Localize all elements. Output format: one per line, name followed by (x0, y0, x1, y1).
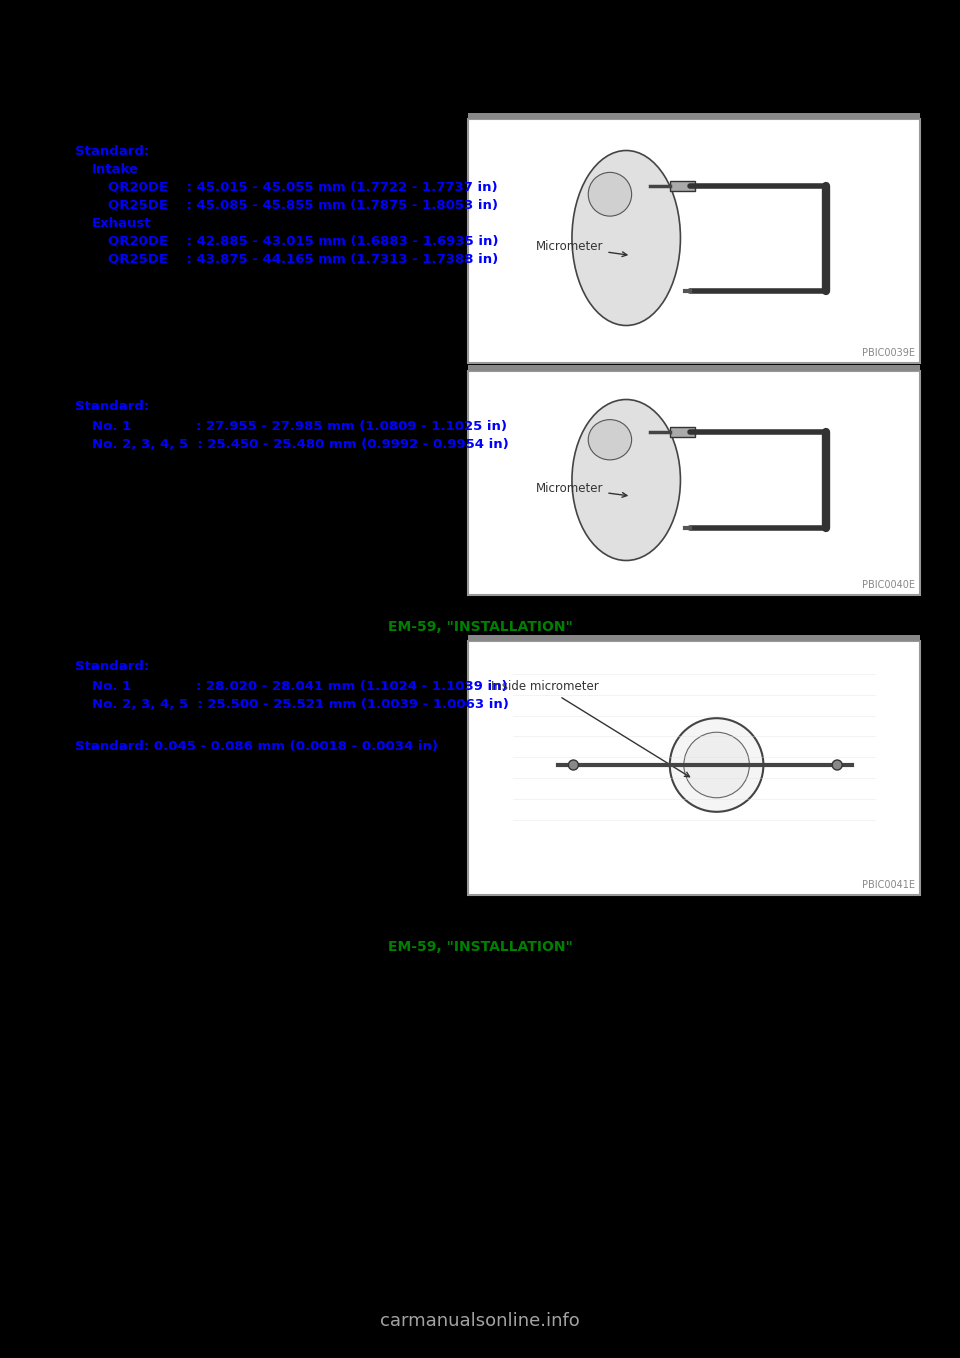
Ellipse shape (572, 151, 681, 326)
Ellipse shape (588, 420, 632, 460)
Bar (468, 113, 920, 120)
Ellipse shape (572, 399, 681, 561)
Circle shape (568, 760, 578, 770)
Text: Micrometer: Micrometer (536, 482, 627, 497)
Bar (468, 641, 920, 895)
Bar (670, 426, 695, 437)
Text: Standard:: Standard: (75, 401, 149, 413)
Text: carmanualsonline.info: carmanualsonline.info (380, 1312, 580, 1329)
Bar (670, 181, 695, 190)
Text: QR25DE    : 45.085 - 45.855 mm (1.7875 - 1.8053 in): QR25DE : 45.085 - 45.855 mm (1.7875 - 1.… (108, 200, 498, 212)
Text: EM-59, "INSTALLATION": EM-59, "INSTALLATION" (388, 940, 572, 955)
Bar (468, 636, 920, 641)
Text: Exhaust: Exhaust (92, 217, 152, 230)
Bar (468, 113, 920, 363)
Text: Intake: Intake (92, 163, 139, 177)
Text: No. 1              : 28.020 - 28.041 mm (1.1024 - 1.1039 in): No. 1 : 28.020 - 28.041 mm (1.1024 - 1.1… (92, 680, 508, 693)
Text: QR20DE    : 42.885 - 43.015 mm (1.6883 - 1.6935 in): QR20DE : 42.885 - 43.015 mm (1.6883 - 1.… (108, 235, 498, 249)
Circle shape (684, 732, 750, 797)
Text: Standard:: Standard: (75, 145, 149, 158)
Text: Micrometer: Micrometer (536, 240, 627, 257)
Bar (468, 365, 920, 371)
Circle shape (670, 718, 763, 812)
Bar (468, 371, 920, 595)
Text: PBIC0039E: PBIC0039E (862, 348, 915, 359)
Bar (468, 636, 920, 895)
Bar (468, 365, 920, 595)
Text: Standard:: Standard: (75, 660, 149, 674)
Circle shape (832, 760, 842, 770)
Text: Standard: 0.045 - 0.086 mm (0.0018 - 0.0034 in): Standard: 0.045 - 0.086 mm (0.0018 - 0.0… (75, 740, 438, 752)
Text: PBIC0041E: PBIC0041E (862, 880, 915, 889)
Bar (468, 120, 920, 363)
Text: Inside micrometer: Inside micrometer (491, 680, 689, 777)
Text: No. 1              : 27.955 - 27.985 mm (1.0809 - 1.1025 in): No. 1 : 27.955 - 27.985 mm (1.0809 - 1.1… (92, 420, 507, 433)
Text: No. 2, 3, 4, 5  : 25.500 - 25.521 mm (1.0039 - 1.0063 in): No. 2, 3, 4, 5 : 25.500 - 25.521 mm (1.0… (92, 698, 509, 712)
Text: EM-59, "INSTALLATION": EM-59, "INSTALLATION" (388, 621, 572, 634)
Text: PBIC0040E: PBIC0040E (862, 580, 915, 589)
Text: QR20DE    : 45.015 - 45.055 mm (1.7722 - 1.7737 in): QR20DE : 45.015 - 45.055 mm (1.7722 - 1.… (108, 181, 497, 194)
Text: No. 2, 3, 4, 5  : 25.450 - 25.480 mm (0.9992 - 0.9954 in): No. 2, 3, 4, 5 : 25.450 - 25.480 mm (0.9… (92, 439, 509, 451)
Ellipse shape (588, 172, 632, 216)
Text: QR25DE    : 43.875 - 44.165 mm (1.7313 - 1.7388 in): QR25DE : 43.875 - 44.165 mm (1.7313 - 1.… (108, 253, 498, 266)
